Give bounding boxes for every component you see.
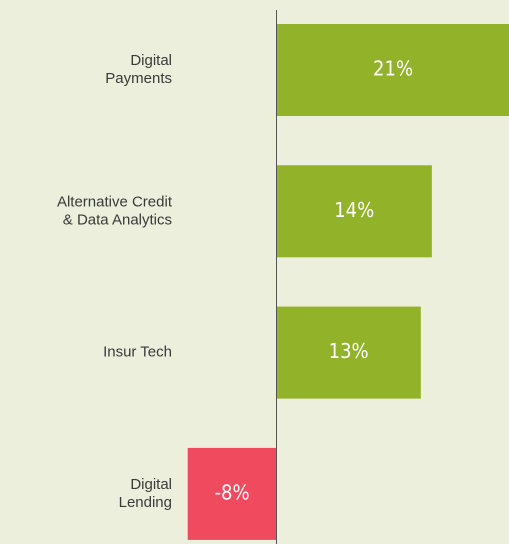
value-label: -8% (215, 480, 250, 504)
value-label: 14% (334, 198, 374, 222)
category-label: Digital Payments (105, 52, 172, 87)
bar (276, 165, 432, 258)
value-label: 13% (329, 339, 369, 363)
category-label: Digital Lending (119, 476, 172, 511)
value-label: 21% (373, 57, 413, 81)
category-label: Insur Tech (103, 344, 172, 361)
bar (276, 306, 421, 399)
bar (187, 447, 277, 540)
bar (276, 24, 509, 116)
category-label: Alternative Credit & Data Analytics (57, 193, 173, 228)
